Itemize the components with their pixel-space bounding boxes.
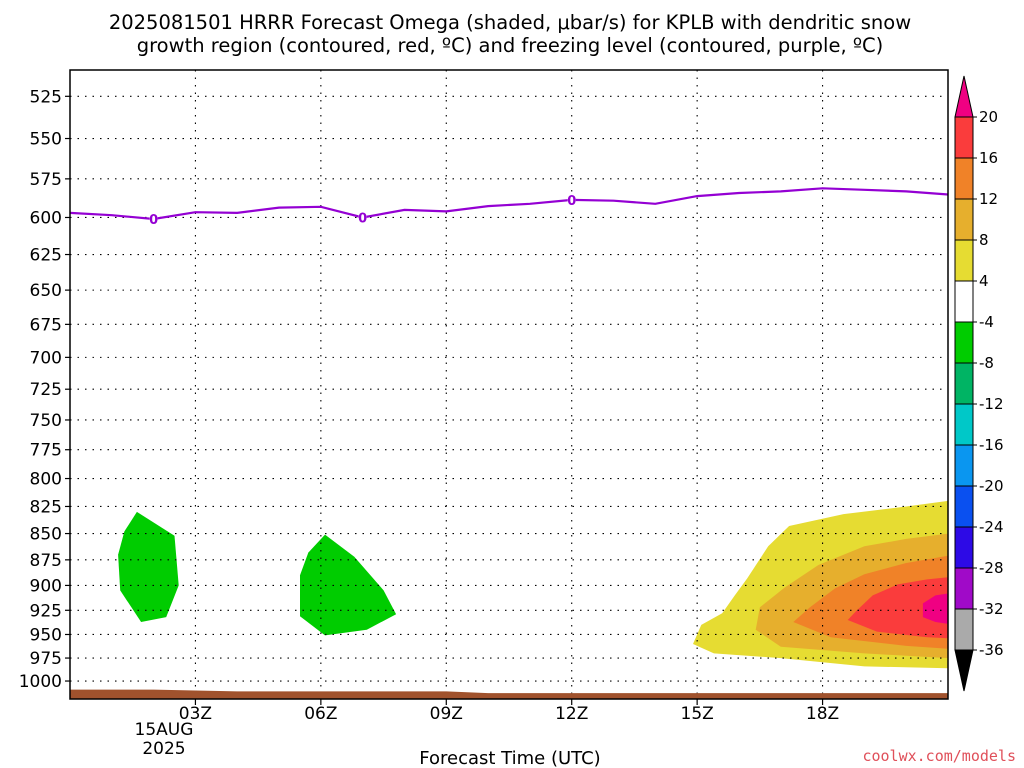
y-tick-label-900: 900 xyxy=(30,576,62,596)
y-tick-label-825: 825 xyxy=(30,497,62,517)
omega-shading xyxy=(118,501,948,668)
freezing-level: 0 0 0 xyxy=(70,188,948,228)
y-tick-label-600: 600 xyxy=(30,208,62,228)
x-tick-label-3: 12Z xyxy=(555,704,588,724)
colorbar-box-3 xyxy=(955,199,973,240)
y-tick-label-925: 925 xyxy=(30,601,62,621)
colorbar-label-2: 12 xyxy=(979,190,998,208)
y-tick-label-575: 575 xyxy=(30,170,62,190)
colorbar-box-11 xyxy=(955,527,973,568)
y-tick-label-750: 750 xyxy=(30,411,62,431)
colorbar-box-13 xyxy=(955,609,973,650)
colorbar-label-3: 8 xyxy=(979,231,989,249)
y-tick-label-975: 975 xyxy=(30,649,62,669)
y-tick-label-800: 800 xyxy=(30,470,62,490)
colorbar-top-arrow xyxy=(955,76,973,117)
colorbar-label-8: -16 xyxy=(979,436,1004,454)
x-tick-label-5: 18Z xyxy=(806,704,839,724)
date-label-year: 2025 xyxy=(142,739,185,759)
chart-title-line1: 2025081501 HRRR Forecast Omega (shaded, … xyxy=(109,11,911,34)
date-label-day: 15AUG xyxy=(135,720,194,740)
omega-region-0 xyxy=(118,512,179,622)
y-tick-label-675: 675 xyxy=(30,315,62,335)
freezing-level-label-1: 0 xyxy=(358,211,367,226)
x-axis: 03Z 06Z 09Z 12Z 15Z 18Z xyxy=(179,699,839,724)
y-tick-label-525: 525 xyxy=(30,87,62,107)
colorbar-label-6: -8 xyxy=(979,354,994,372)
terrain xyxy=(70,690,948,699)
colorbar-box-2 xyxy=(955,158,973,199)
colorbar-bottom-arrow xyxy=(955,650,973,691)
colorbar-box-6 xyxy=(955,322,973,363)
colorbar-box-10 xyxy=(955,486,973,527)
freezing-level-label-2: 0 xyxy=(567,194,576,209)
colorbar-box-9 xyxy=(955,445,973,486)
colorbar-box-4 xyxy=(955,240,973,281)
colorbar-label-11: -28 xyxy=(979,559,1004,577)
x-axis-title: Forecast Time (UTC) xyxy=(419,748,600,768)
y-tick-label-1000: 1000 xyxy=(19,672,62,692)
colorbar-box-7 xyxy=(955,363,973,404)
colorbar-label-5: -4 xyxy=(979,313,994,331)
colorbar-box-12 xyxy=(955,568,973,609)
x-tick-label-2: 09Z xyxy=(430,704,463,724)
colorbar-label-1: 16 xyxy=(979,149,998,167)
y-tick-label-725: 725 xyxy=(30,380,62,400)
y-tick-label-775: 775 xyxy=(30,441,62,461)
colorbar-label-4: 4 xyxy=(979,272,989,290)
colorbar-label-13: -36 xyxy=(979,641,1004,659)
freezing-level-label-0: 0 xyxy=(149,213,158,228)
terrain-band xyxy=(70,690,948,699)
colorbar-label-10: -24 xyxy=(979,518,1004,536)
credit-text: coolwx.com/models xyxy=(862,747,1016,765)
x-tick-label-4: 15Z xyxy=(681,704,714,724)
colorbar-label-0: 20 xyxy=(979,108,998,126)
colorbar-label-12: -32 xyxy=(979,600,1004,618)
x-tick-label-1: 06Z xyxy=(304,704,337,724)
y-tick-label-550: 550 xyxy=(30,130,62,150)
omega-time-height-chart: 2025081501 HRRR Forecast Omega (shaded, … xyxy=(0,0,1024,768)
colorbar-label-9: -20 xyxy=(979,477,1004,495)
y-tick-label-625: 625 xyxy=(30,246,62,266)
y-tick-label-650: 650 xyxy=(30,281,62,301)
freezing-level-line xyxy=(70,188,948,219)
colorbar: 20 16 12 8 4 -4 -8 -12 -16 -20 -24 -28 -32 -36 xyxy=(955,76,1004,691)
y-tick-label-875: 875 xyxy=(30,551,62,571)
chart-title-line2: growth region (contoured, red, ºC) and f… xyxy=(137,34,884,57)
y-axis: 525 550 575 600 625 650 675 700 725 750 775 800 825 8… xyxy=(19,87,70,692)
colorbar-box-1 xyxy=(955,117,973,158)
y-tick-label-700: 700 xyxy=(30,348,62,368)
colorbar-label-7: -12 xyxy=(979,395,1004,413)
y-tick-label-950: 950 xyxy=(30,625,62,645)
colorbar-box-8 xyxy=(955,404,973,445)
colorbar-box-5 xyxy=(955,281,973,322)
y-tick-label-850: 850 xyxy=(30,525,62,545)
